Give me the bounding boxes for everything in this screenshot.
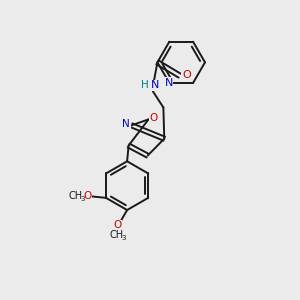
Text: O: O: [83, 191, 92, 201]
Text: O: O: [182, 70, 190, 80]
Text: O: O: [113, 220, 122, 230]
Text: CH: CH: [69, 191, 83, 201]
Text: 3: 3: [121, 235, 125, 241]
Text: N: N: [151, 80, 160, 90]
Text: 3: 3: [80, 196, 85, 202]
Text: N: N: [122, 119, 130, 129]
Text: H: H: [141, 80, 148, 90]
Text: N: N: [164, 78, 173, 88]
Text: O: O: [150, 113, 158, 124]
Text: CH: CH: [110, 230, 124, 240]
